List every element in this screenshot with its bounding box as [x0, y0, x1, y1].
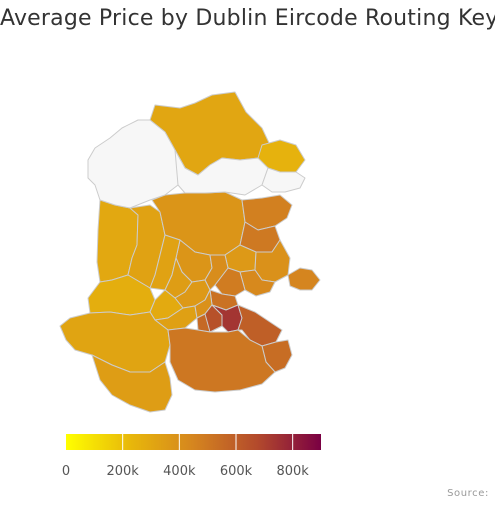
map-region[interactable]: [261, 167, 306, 193]
map-region[interactable]: [59, 311, 171, 373]
legend-tick-marks: [122, 434, 294, 450]
map-region[interactable]: [204, 254, 229, 291]
legend-tick-label: 0: [61, 464, 71, 479]
legend-tick-label: 400k: [163, 464, 196, 479]
map-regions: [59, 91, 321, 413]
legend-tick-label: 200k: [106, 464, 139, 479]
map-title: Average Price by Dublin Eircode Routing …: [0, 6, 495, 31]
source-credit: Source:: [447, 488, 489, 499]
map-region[interactable]: [91, 354, 173, 413]
map-region[interactable]: [287, 267, 321, 291]
map-region[interactable]: [167, 327, 276, 393]
color-legend-bar: [66, 434, 321, 450]
legend-tick-label: 600k: [219, 464, 253, 479]
legend-tick-label: 800k: [276, 464, 309, 479]
